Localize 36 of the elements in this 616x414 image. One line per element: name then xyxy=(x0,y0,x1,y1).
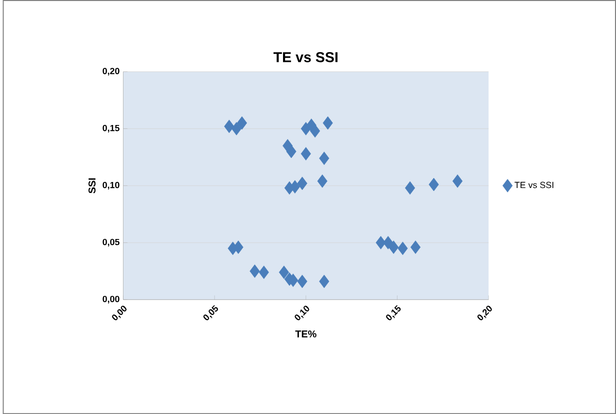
point xyxy=(290,180,300,194)
point xyxy=(236,116,248,130)
point xyxy=(376,236,386,250)
point xyxy=(404,181,416,195)
point xyxy=(258,266,269,279)
point xyxy=(300,147,311,160)
point xyxy=(278,266,290,279)
point xyxy=(319,152,330,165)
x-tick-label: 0,10 xyxy=(294,306,310,320)
point xyxy=(452,174,463,188)
point xyxy=(297,176,308,190)
y-tick-label: 0,20 xyxy=(102,68,120,76)
y-tick-label: 0,05 xyxy=(102,238,120,246)
point xyxy=(224,120,234,133)
x-tick-label: 0,20 xyxy=(477,306,492,320)
y-axis-title: SSI xyxy=(88,178,96,194)
y-tick-label: 0,10 xyxy=(102,182,120,190)
chart-title: TE vs SSI xyxy=(274,52,338,62)
point xyxy=(286,144,296,158)
point xyxy=(231,122,242,136)
y-tick-label: 0,00 xyxy=(102,296,120,304)
point xyxy=(317,174,328,188)
point xyxy=(250,264,260,278)
point xyxy=(297,274,308,288)
point xyxy=(322,116,333,130)
point xyxy=(383,236,394,250)
point xyxy=(428,178,439,192)
point xyxy=(398,242,408,255)
point xyxy=(388,240,399,254)
point xyxy=(319,274,330,288)
legend-label: TE vs SSI xyxy=(514,182,554,188)
point xyxy=(233,240,244,254)
x-axis-title: TE% xyxy=(295,330,316,338)
y-tick-label: 0,15 xyxy=(102,124,120,132)
point xyxy=(310,124,320,138)
point xyxy=(410,240,421,254)
